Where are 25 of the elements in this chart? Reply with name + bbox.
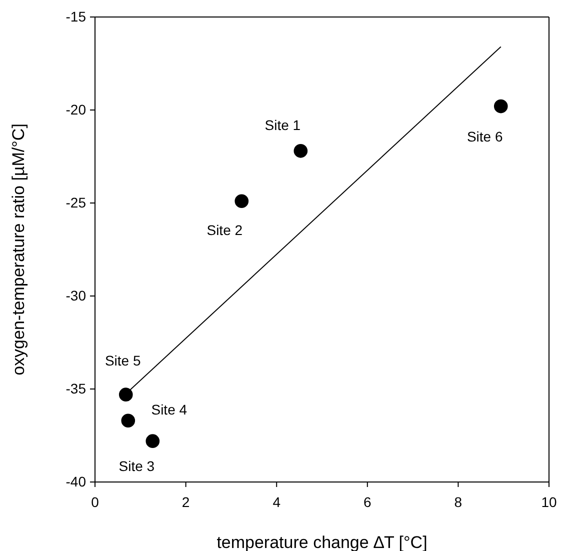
point bbox=[121, 414, 136, 428]
point bbox=[146, 434, 160, 448]
annotation: Site 1 bbox=[264, 116, 301, 133]
point bbox=[294, 144, 308, 158]
x-tick-label: 0 bbox=[91, 494, 100, 510]
y-tick-label: -20 bbox=[66, 101, 86, 118]
y-tick-label: -35 bbox=[66, 380, 86, 396]
point bbox=[234, 194, 249, 208]
point bbox=[494, 99, 508, 114]
annotation: Site 6 bbox=[466, 128, 503, 144]
y-tick-label: -25 bbox=[66, 194, 86, 210]
annotation: Site 5 bbox=[104, 352, 141, 369]
x-tick-label: 8 bbox=[454, 494, 462, 510]
x-tick-label: 4 bbox=[272, 494, 281, 510]
x-tick-label: 2 bbox=[182, 494, 190, 510]
point bbox=[118, 388, 133, 402]
y-tick-label: -30 bbox=[66, 287, 86, 304]
annotation: Site 2 bbox=[206, 222, 243, 238]
y-axis-title: oxygen-temperature ratio [µM/°C] bbox=[9, 124, 28, 376]
annotation: Site 4 bbox=[151, 402, 188, 418]
y-tick-label: -40 bbox=[66, 473, 86, 490]
annotation: Site 3 bbox=[118, 458, 155, 474]
y-tick-label: -15 bbox=[66, 8, 86, 24]
x-tick-label: 6 bbox=[364, 494, 372, 510]
x-tick-label: 10 bbox=[541, 494, 557, 510]
